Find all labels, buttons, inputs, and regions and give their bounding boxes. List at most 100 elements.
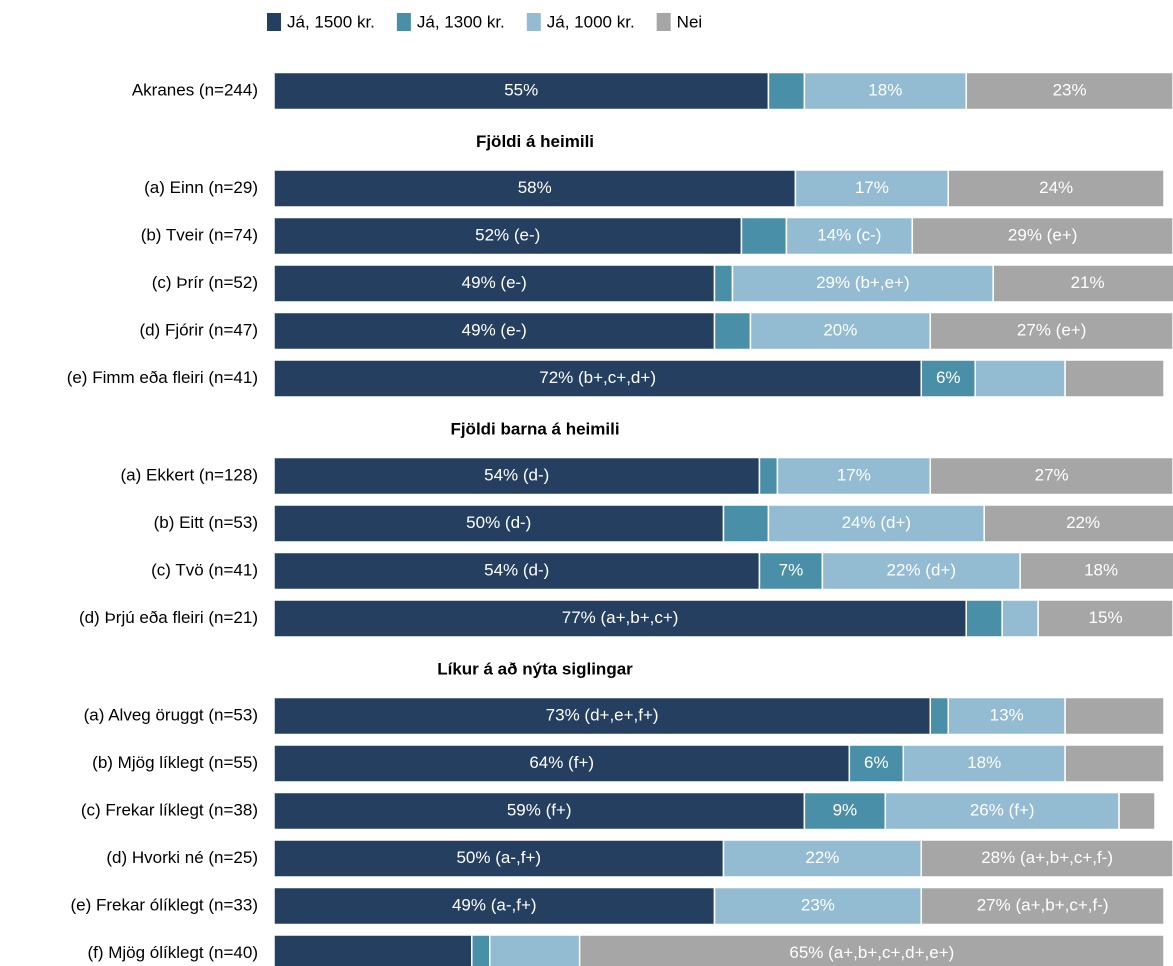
legend-label: Nei: [677, 12, 703, 31]
data-label: 18%: [967, 753, 1001, 772]
data-label: 59% (f+): [507, 800, 572, 819]
bar-segment: [722, 504, 770, 543]
legend-swatch: [656, 13, 671, 31]
data-label: 22%: [1066, 513, 1100, 532]
bar-segment: [273, 551, 761, 591]
bar-segment: [1118, 791, 1156, 831]
data-label: 72% (b+,c+,d+): [539, 368, 656, 387]
data-label: 49% (e-): [462, 273, 527, 292]
category-label: (e) Frekar ólíklegt (n=33): [70, 895, 258, 914]
legend-label: Já, 1000 kr.: [547, 12, 635, 31]
data-label: 23%: [1053, 80, 1087, 99]
data-label: 50% (a-,f+): [456, 848, 541, 867]
data-label: 29% (b+,e+): [816, 273, 910, 292]
bar-segment: [273, 311, 716, 351]
category-label: (b) Mjög líklegt (n=55): [92, 753, 258, 772]
bar-segment: [794, 169, 949, 208]
bar-segment: [776, 456, 932, 496]
bar-segment: [758, 456, 779, 496]
category-label: (d) Hvorki né (n=25): [106, 848, 258, 867]
bar-segment: [767, 71, 806, 111]
data-label: 49% (a-,f+): [452, 895, 537, 914]
category-label: (f) Mjög ólíklegt (n=40): [87, 943, 258, 962]
data-label: 27% (a+,b+,c+,f-): [977, 895, 1109, 914]
category-label: Akranes (n=244): [132, 80, 258, 99]
bar-segment: [920, 886, 1165, 926]
data-label: 18%: [868, 80, 902, 99]
bar-segment: [983, 504, 1173, 543]
legend-swatch: [526, 13, 541, 31]
group-title: Líkur á að nýta siglingar: [437, 659, 633, 678]
category-label: (c) Þrír (n=52): [152, 273, 258, 292]
bar-segment: [273, 456, 761, 496]
data-label: 9%: [833, 800, 858, 819]
data-label: 24%: [1039, 178, 1073, 197]
bar-segment: [848, 744, 905, 783]
category-label: (d) Þrjú eða fleiri (n=21): [79, 608, 258, 627]
bar-segment: [273, 264, 716, 303]
data-label: 22% (d+): [887, 560, 956, 579]
bar-segment: [273, 71, 770, 111]
bar-segment: [722, 839, 923, 878]
category-label: (c) Frekar líklegt (n=38): [81, 800, 258, 819]
bar-segment: [965, 71, 1173, 111]
bar-segment: [1064, 359, 1165, 398]
data-label: 55%: [504, 80, 538, 99]
bar-segment: [273, 216, 743, 256]
data-label: 18%: [1084, 560, 1118, 579]
bar-segment: [758, 551, 824, 591]
data-label: 26% (f+): [970, 800, 1035, 819]
bar-segment: [929, 311, 1173, 351]
bar-segment: [929, 696, 950, 736]
legend-label: Já, 1500 kr.: [287, 12, 375, 31]
category-label: (a) Einn (n=29): [144, 178, 258, 197]
data-label: 24% (d+): [842, 513, 911, 532]
data-label: 49% (e-): [462, 320, 527, 339]
data-label: 52% (e-): [475, 225, 540, 244]
data-label: 54% (d-): [484, 465, 549, 484]
bar-segment: [902, 744, 1066, 783]
data-label: 15%: [1089, 608, 1123, 627]
bar-segment: [1064, 744, 1165, 783]
bar-segment: [1064, 696, 1165, 736]
bar-segment: [785, 216, 914, 256]
bar-segment: [974, 359, 1066, 398]
data-label: 22%: [805, 848, 839, 867]
bar-segment: [821, 551, 1021, 591]
category-label: (d) Fjórir (n=47): [139, 320, 258, 339]
bar-segment: [471, 934, 491, 966]
data-label: 17%: [855, 178, 889, 197]
data-label: 65% (a+,b+,c+,d+,e+): [789, 943, 954, 962]
bar-segment: [273, 934, 473, 966]
data-label: 73% (d+,e+,f+): [546, 705, 659, 724]
bar-segment: [273, 744, 851, 783]
data-label: 28% (a+,b+,c+,f-): [981, 848, 1113, 867]
data-label: 64% (f+): [529, 753, 594, 772]
data-label: 77% (a+,b+,c+): [562, 608, 679, 627]
bar-segment: [920, 359, 976, 398]
bar-segment: [489, 934, 581, 966]
data-label: 21%: [1071, 273, 1105, 292]
bar-segment: [713, 311, 752, 351]
data-label: 17%: [837, 465, 871, 484]
bar-segment: [929, 456, 1173, 496]
data-label: 54% (d-): [484, 560, 549, 579]
group-title: Fjöldi barna á heimili: [450, 419, 619, 438]
category-label: (b) Tveir (n=74): [141, 225, 258, 244]
category-label: (c) Tvö (n=41): [151, 560, 258, 579]
bar-segment: [884, 791, 1120, 831]
data-label: 7%: [779, 560, 804, 579]
data-label: 6%: [864, 753, 889, 772]
bar-segment: [273, 696, 932, 736]
bar-segment: [273, 886, 716, 926]
bar-segment: [920, 839, 1173, 878]
bar-segment: [1037, 599, 1173, 638]
bar-segment: [740, 216, 788, 256]
data-label: 23%: [801, 895, 835, 914]
data-label: 29% (e+): [1008, 225, 1077, 244]
legend-swatch: [396, 13, 411, 31]
legend-label: Já, 1300 kr.: [417, 12, 505, 31]
bar-segment: [273, 504, 725, 543]
category-label: (e) Fimm eða fleiri (n=41): [67, 368, 258, 387]
data-label: 27%: [1035, 465, 1069, 484]
